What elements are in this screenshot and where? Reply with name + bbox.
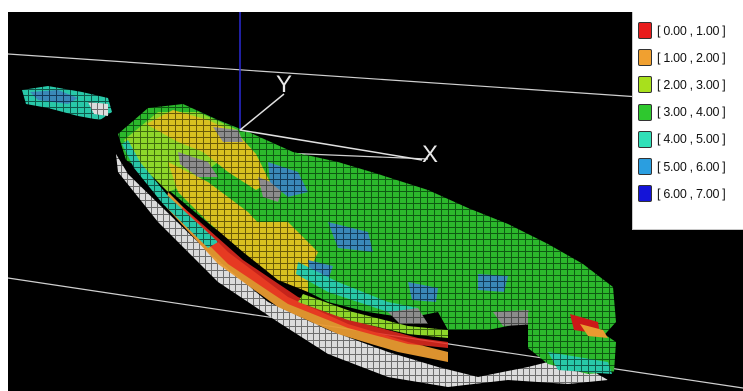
legend-item: [ 1.00 , 2.00 ] <box>633 44 743 71</box>
legend-item: [ 0.00 , 1.00 ] <box>633 17 743 44</box>
legend-item: [ 3.00 , 4.00 ] <box>633 99 743 126</box>
legend-label: [ 2.00 , 3.00 ] <box>657 77 726 92</box>
legend-item: [ 6.00 , 7.00 ] <box>633 180 743 207</box>
bbox-line-top <box>8 53 743 105</box>
legend-item: [ 5.00 , 6.00 ] <box>633 153 743 180</box>
legend-item: [ 2.00 , 3.00 ] <box>633 71 743 98</box>
legend-label: [ 4.00 , 5.00 ] <box>657 132 726 147</box>
legend-label: [ 3.00 , 4.00 ] <box>657 105 726 120</box>
terrain-body <box>116 104 616 387</box>
legend-list: [ 0.00 , 1.00 ] [ 1.00 , 2.00 ] [ 2.00 , 3… <box>633 17 743 207</box>
legend-swatch <box>638 22 652 40</box>
legend-label: [ 6.00 , 7.00 ] <box>657 186 726 201</box>
legend-item: [ 4.00 , 5.00 ] <box>633 126 743 153</box>
legend-swatch <box>638 158 652 176</box>
legend-label: [ 1.00 , 2.00 ] <box>657 50 726 65</box>
legend-swatch <box>638 76 652 94</box>
legend-label: [ 5.00 , 6.00 ] <box>657 159 726 174</box>
y-axis-line <box>239 93 285 131</box>
terrain-island <box>22 86 112 120</box>
legend-swatch <box>638 49 652 67</box>
y-axis-label: Y <box>276 71 292 98</box>
x-axis-line <box>239 129 423 161</box>
3d-viewport[interactable]: Y X <box>8 12 743 391</box>
terrain-scene[interactable]: Y X <box>8 12 743 391</box>
color-legend: [ 0.00 , 1.00 ] [ 1.00 , 2.00 ] [ 2.00 , 3… <box>632 12 743 230</box>
legend-swatch <box>638 103 652 121</box>
x-axis-label: X <box>422 141 438 168</box>
legend-label: [ 0.00 , 1.00 ] <box>657 23 726 38</box>
legend-swatch <box>638 130 652 148</box>
legend-swatch <box>638 185 652 203</box>
